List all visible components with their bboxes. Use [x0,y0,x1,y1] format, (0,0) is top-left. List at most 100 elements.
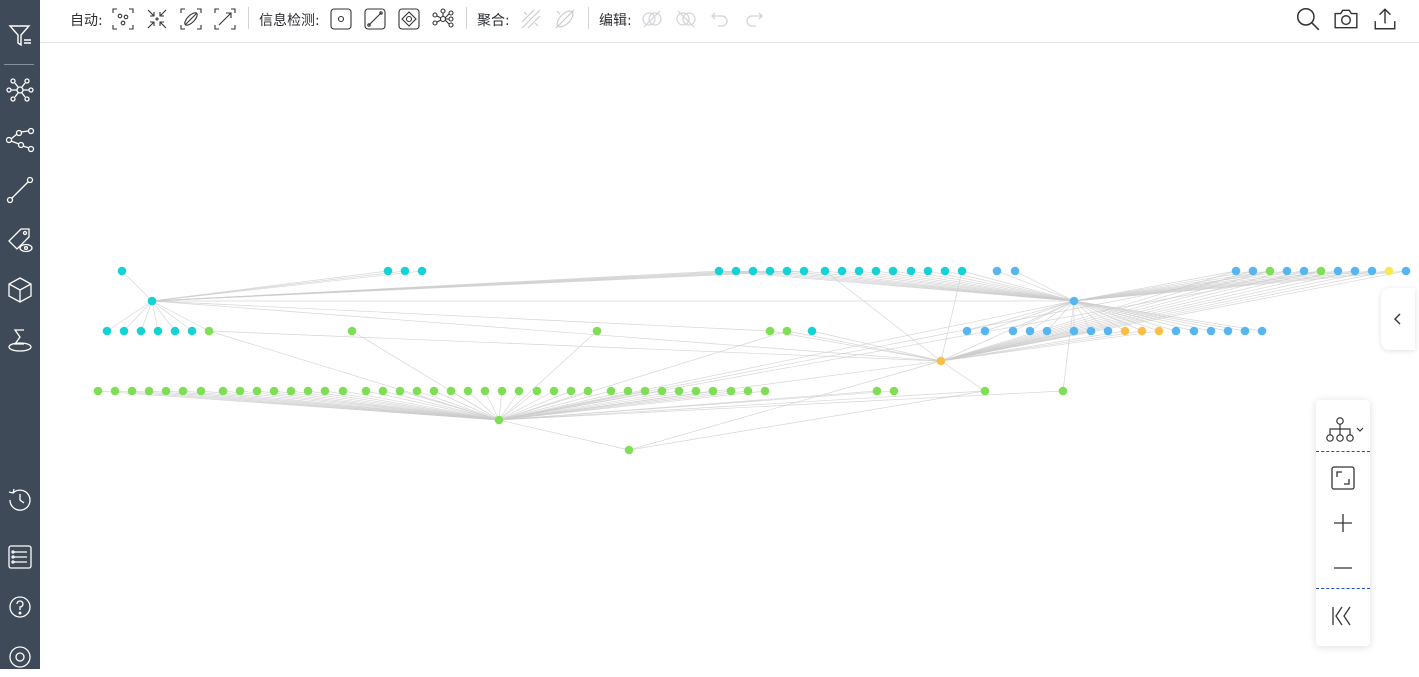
path-icon[interactable] [0,170,40,210]
graph-node[interactable] [286,386,296,396]
graph-node[interactable] [494,415,504,425]
graph-node[interactable] [514,386,524,396]
graph-node[interactable] [480,386,490,396]
graph-node[interactable] [782,326,792,336]
graph-node[interactable] [854,266,864,276]
graph-node[interactable] [1171,326,1181,336]
graph-node[interactable] [204,326,214,336]
list-settings-icon[interactable] [0,537,40,577]
graph-node[interactable] [708,386,718,396]
node-detect-icon[interactable] [327,5,355,33]
export-icon[interactable] [1369,3,1401,35]
redo-icon[interactable] [740,5,768,33]
graph-node[interactable] [889,386,899,396]
graph-node[interactable] [765,326,775,336]
graph-node[interactable] [657,386,667,396]
zoom-in-button[interactable] [1316,501,1370,545]
graph-node[interactable] [1025,326,1035,336]
panel-collapse-tab[interactable] [1381,288,1415,350]
graph-node[interactable] [936,356,946,366]
expand-icon[interactable] [143,5,171,33]
graph-node[interactable] [144,386,154,396]
graph-node[interactable] [906,266,916,276]
graph-node[interactable] [765,266,775,276]
graph-node[interactable] [566,386,576,396]
graph-node[interactable] [714,266,724,276]
graph-node[interactable] [748,266,758,276]
graph-node[interactable] [117,266,127,276]
graph-svg[interactable] [40,43,1419,669]
graph-node[interactable] [361,386,371,396]
graph-node[interactable] [320,386,330,396]
graph-node[interactable] [1206,326,1216,336]
graph-node[interactable] [606,386,616,396]
graph-node[interactable] [102,326,112,336]
share-nodes-icon[interactable] [0,120,40,160]
graph-node[interactable] [153,326,163,336]
graph-node[interactable] [1282,266,1292,276]
graph-canvas[interactable] [40,43,1419,669]
graph-node[interactable] [1008,326,1018,336]
collapse-panel-button[interactable] [1316,594,1370,638]
graph-node[interactable] [583,386,593,396]
graph-node[interactable] [1120,326,1130,336]
sum-icon[interactable] [0,320,40,360]
graph-node[interactable] [532,386,542,396]
graph-node[interactable] [497,386,507,396]
graph-node[interactable] [888,266,898,276]
graph-node[interactable] [1299,266,1309,276]
graph-node[interactable] [429,386,439,396]
graph-node[interactable] [218,386,228,396]
aggregate-edges-icon[interactable] [517,5,545,33]
graph-node[interactable] [463,386,473,396]
graph-node[interactable] [395,386,405,396]
search-icon[interactable] [1292,3,1324,35]
graph-node[interactable] [412,386,422,396]
graph-node[interactable] [1333,266,1343,276]
graph-node[interactable] [1384,266,1394,276]
graph-node[interactable] [624,445,634,455]
graph-node[interactable] [992,266,1002,276]
graph-node[interactable] [691,386,701,396]
graph-node[interactable] [136,326,146,336]
graph-node[interactable] [400,266,410,276]
graph-node[interactable] [1350,266,1360,276]
graph-node[interactable] [338,386,348,396]
graph-node[interactable] [1010,266,1020,276]
shape-detect-icon[interactable] [395,5,423,33]
graph-node[interactable] [1069,326,1079,336]
graph-node[interactable] [1257,326,1267,336]
history-icon[interactable] [0,480,40,520]
graph-node[interactable] [640,386,650,396]
graph-node[interactable] [962,326,972,336]
graph-node[interactable] [807,326,817,336]
path-find-icon[interactable] [211,5,239,33]
auto-layout-icon[interactable] [109,5,137,33]
graph-node[interactable] [1223,326,1233,336]
graph-node[interactable] [119,326,129,336]
zoom-out-button[interactable] [1316,546,1370,590]
graph-node[interactable] [1401,266,1411,276]
graph-node[interactable] [1086,326,1096,336]
graph-node[interactable] [269,386,279,396]
cluster-detect-icon[interactable] [429,5,457,33]
graph-node[interactable] [980,386,990,396]
graph-node[interactable] [760,386,770,396]
unhide-icon[interactable] [672,5,700,33]
graph-node[interactable] [674,386,684,396]
graph-node[interactable] [1154,326,1164,336]
edge-detect-icon[interactable] [361,5,389,33]
graph-node[interactable] [592,326,602,336]
graph-node[interactable] [347,326,357,336]
graph-node[interactable] [623,386,633,396]
graph-node[interactable] [731,266,741,276]
graph-node[interactable] [1189,326,1199,336]
link-analysis-icon[interactable] [177,5,205,33]
graph-node[interactable] [743,386,753,396]
graph-node[interactable] [1231,266,1241,276]
graph-node[interactable] [1137,326,1147,336]
graph-node[interactable] [1316,266,1326,276]
aggregate-group-icon[interactable] [551,5,579,33]
graph-node[interactable] [252,386,262,396]
graph-node[interactable] [1058,386,1068,396]
